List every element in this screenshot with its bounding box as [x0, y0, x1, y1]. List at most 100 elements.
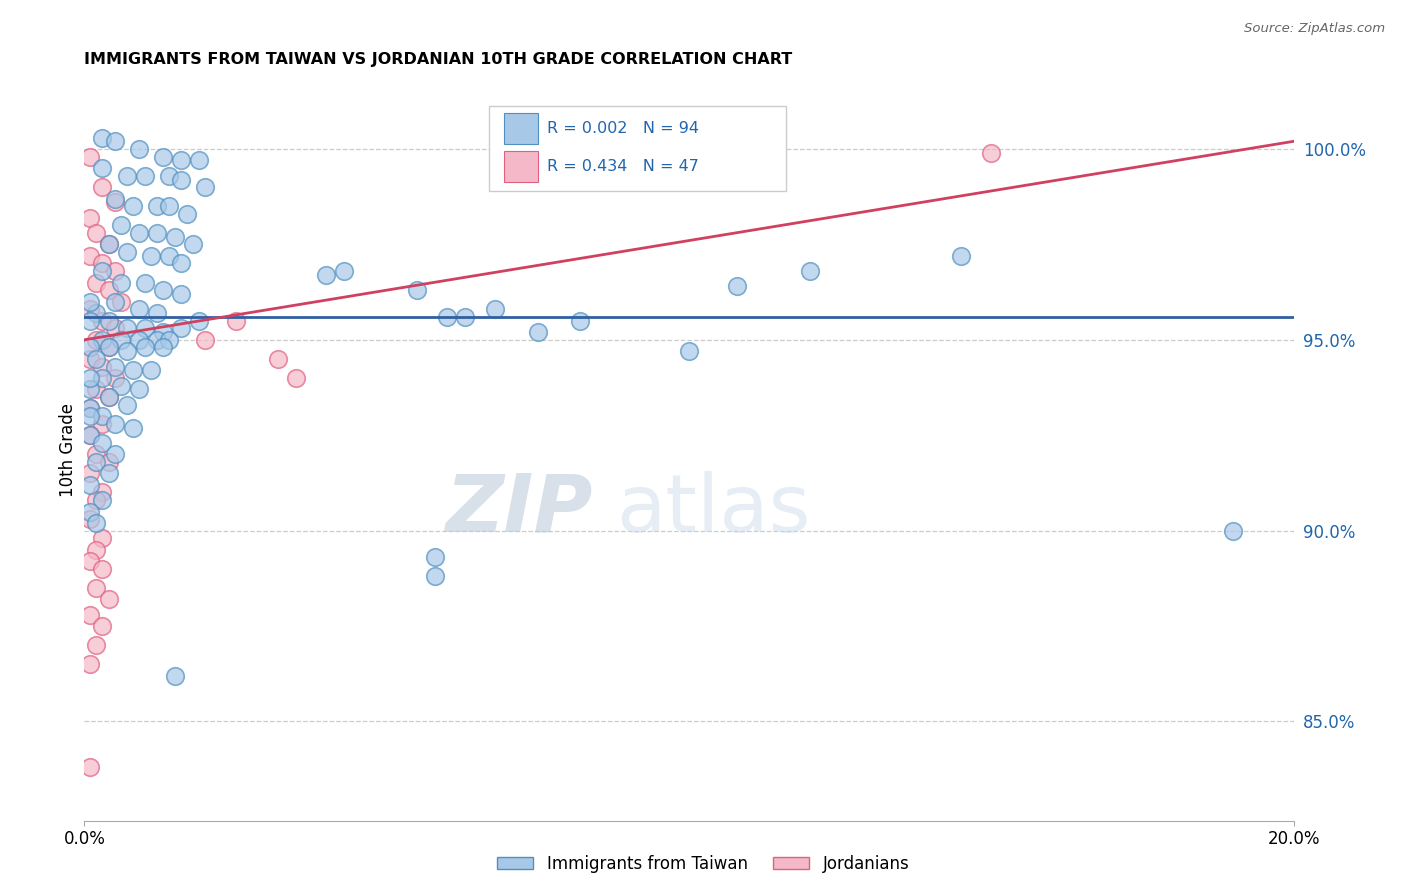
Point [91, 619, 114, 633]
Point [86, 383, 108, 397]
Point [176, 207, 198, 221]
Point [79, 351, 101, 366]
Point [79, 512, 101, 526]
Point [104, 417, 127, 431]
Point [79, 340, 101, 354]
Point [91, 562, 114, 576]
Point [79, 302, 101, 317]
Point [950, 249, 973, 263]
Point [91, 180, 114, 194]
Point [79, 428, 101, 442]
Point [104, 321, 127, 335]
Point [188, 314, 211, 328]
Point [79, 401, 101, 416]
Point [569, 314, 592, 328]
Point [110, 378, 132, 392]
Point [128, 383, 150, 397]
Point [104, 195, 127, 210]
Point [104, 192, 127, 206]
Point [146, 226, 169, 240]
Point [406, 283, 429, 297]
Point [86, 581, 108, 595]
Point [170, 256, 193, 270]
Point [134, 276, 156, 290]
Point [79, 294, 101, 309]
Point [104, 264, 127, 278]
Point [97, 283, 120, 297]
Point [86, 333, 108, 347]
Point [152, 340, 174, 354]
Point [86, 516, 108, 530]
Point [1222, 524, 1244, 538]
Point [79, 467, 101, 481]
Point [128, 142, 150, 156]
Point [91, 531, 114, 545]
Point [104, 294, 127, 309]
Point [121, 363, 143, 377]
Point [104, 371, 127, 385]
Point [91, 333, 114, 347]
Point [315, 268, 337, 282]
Point [115, 398, 138, 412]
Point [86, 542, 108, 557]
Point [110, 219, 132, 233]
Point [86, 493, 108, 508]
Point [91, 435, 114, 450]
Point [152, 283, 174, 297]
Point [86, 226, 108, 240]
Point [115, 321, 138, 335]
Point [79, 554, 101, 568]
Point [104, 447, 127, 461]
Point [115, 245, 138, 260]
Point [110, 294, 132, 309]
Text: Source: ZipAtlas.com: Source: ZipAtlas.com [1244, 22, 1385, 36]
Point [86, 447, 108, 461]
Point [134, 321, 156, 335]
Point [134, 169, 156, 183]
Point [484, 302, 506, 317]
Point [121, 199, 143, 213]
Point [152, 325, 174, 339]
FancyBboxPatch shape [503, 152, 538, 183]
Point [97, 340, 120, 354]
Point [139, 249, 162, 263]
Point [146, 306, 169, 320]
Point [79, 428, 101, 442]
Point [91, 409, 114, 423]
Point [157, 333, 180, 347]
Point [139, 363, 162, 377]
Point [91, 264, 114, 278]
Point [157, 199, 180, 213]
Point [79, 657, 101, 672]
FancyBboxPatch shape [489, 106, 786, 191]
Point [79, 383, 101, 397]
Point [333, 264, 356, 278]
Point [678, 344, 700, 359]
Point [980, 145, 1002, 160]
Point [121, 420, 143, 434]
Point [91, 161, 114, 175]
Point [436, 310, 458, 324]
Text: IMMIGRANTS FROM TAIWAN VS JORDANIAN 10TH GRADE CORRELATION CHART: IMMIGRANTS FROM TAIWAN VS JORDANIAN 10TH… [84, 52, 793, 67]
Point [86, 638, 108, 652]
Point [454, 310, 477, 324]
Point [157, 249, 180, 263]
Point [157, 169, 180, 183]
Point [188, 153, 211, 168]
Point [97, 455, 120, 469]
Text: R = 0.434   N = 47: R = 0.434 N = 47 [547, 160, 699, 175]
Point [423, 569, 446, 583]
Point [86, 276, 108, 290]
Point [86, 306, 108, 320]
Point [128, 226, 150, 240]
Point [285, 371, 308, 385]
Point [79, 504, 101, 518]
Point [152, 150, 174, 164]
Point [79, 401, 101, 416]
Point [91, 417, 114, 431]
Text: ZIP: ZIP [444, 471, 592, 549]
Point [725, 279, 748, 293]
Point [110, 276, 132, 290]
Point [110, 333, 132, 347]
Point [79, 211, 101, 225]
